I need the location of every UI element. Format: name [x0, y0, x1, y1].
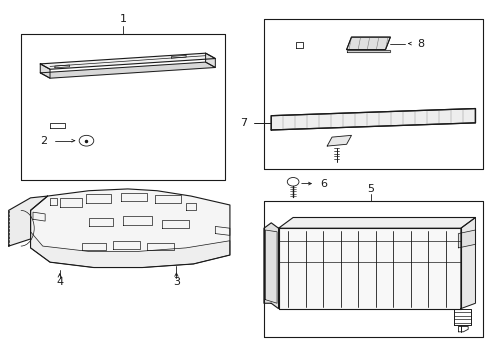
Text: 1: 1 [119, 14, 126, 24]
Text: 3: 3 [173, 277, 180, 287]
Text: 2: 2 [40, 136, 47, 146]
Text: 4: 4 [56, 277, 63, 287]
Polygon shape [458, 230, 474, 248]
Polygon shape [278, 228, 460, 309]
Polygon shape [460, 217, 474, 309]
Text: 6: 6 [319, 179, 326, 189]
Polygon shape [40, 62, 215, 78]
Polygon shape [271, 109, 474, 130]
Polygon shape [346, 37, 389, 50]
Polygon shape [264, 223, 278, 309]
Polygon shape [205, 53, 215, 67]
Circle shape [287, 177, 298, 186]
Polygon shape [40, 53, 215, 69]
Text: 8: 8 [416, 39, 424, 49]
Text: 5: 5 [366, 184, 374, 194]
Polygon shape [30, 232, 229, 267]
Polygon shape [40, 64, 50, 78]
Polygon shape [9, 196, 47, 246]
Polygon shape [346, 50, 389, 53]
Polygon shape [30, 189, 229, 267]
Text: 7: 7 [239, 118, 246, 128]
Polygon shape [326, 135, 351, 146]
Polygon shape [278, 217, 474, 228]
